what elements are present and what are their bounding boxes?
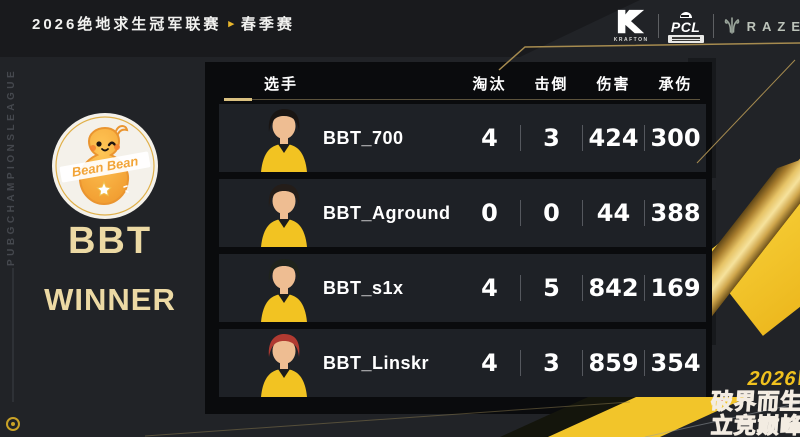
stat-elims: 0: [481, 199, 498, 227]
stat-taken: 300: [650, 124, 701, 152]
stat-damage: 859: [588, 349, 639, 377]
player-photo: [261, 259, 307, 322]
stats-panel: 选手 淘汰 击倒 伤害 承伤 BBT_700 4: [205, 62, 712, 414]
team-result: WINNER: [44, 282, 176, 317]
player-name: BBT_Aground: [323, 202, 451, 223]
table-row: BBT_Linskr 4 3 859 354: [219, 329, 706, 397]
helmet-icon: [679, 12, 692, 18]
bean-blush-right: [114, 144, 120, 150]
player-name: BBT_700: [323, 127, 404, 148]
bean-smile: [101, 148, 109, 152]
event-slogan: 2026 破界而生 立竞巅峰: [710, 368, 800, 437]
target-dot-icon: [11, 422, 15, 426]
stat-damage: 842: [588, 274, 639, 302]
stat-taken: 169: [650, 274, 701, 302]
pcl-logo: PCL: [667, 9, 704, 43]
stat-knocks: 0: [543, 199, 560, 227]
razer-snake-icon: [724, 17, 739, 34]
arrow-icon: ▸: [228, 18, 234, 30]
table-row: BBT_700 4 3 424 300: [219, 104, 706, 172]
stat-divider: [582, 200, 583, 226]
stat-damage: 44: [596, 199, 631, 227]
stat-elims: 4: [481, 349, 498, 377]
tournament-title: 2026绝地求生冠军联赛 ▸ 春季赛: [32, 13, 295, 34]
column-header-player: 选手: [264, 75, 299, 93]
stat-divider: [582, 125, 583, 151]
pcl-label: PCL: [670, 19, 701, 35]
column-header-elims: 淘汰: [472, 75, 507, 93]
season-label: 春季赛: [240, 16, 295, 33]
header-underline: [219, 98, 700, 101]
stat-divider: [644, 200, 645, 226]
razer-logo: RAZE: [723, 17, 800, 35]
krafton-label: KRAFTON: [613, 37, 649, 43]
bean-eye-right: [107, 141, 117, 147]
slogan-line-2: 立竞巅峰: [710, 413, 800, 437]
stat-elims: 4: [481, 274, 498, 302]
logo-divider: [657, 14, 659, 38]
league-title: 2026绝地求生冠军联赛: [32, 16, 222, 33]
bean-sprout: [115, 125, 129, 135]
stat-divider: [520, 200, 521, 226]
column-header-knocks: 击倒: [534, 75, 569, 93]
player-name: BBT_Linskr: [323, 352, 430, 373]
stat-knocks: 5: [543, 274, 560, 302]
bean-eye-left: [96, 141, 102, 147]
stat-divider: [520, 350, 521, 376]
badge-star-icon: [96, 180, 112, 197]
player-photo: [261, 109, 307, 172]
table-header: 选手 淘汰 击倒 伤害 承伤: [219, 70, 706, 96]
bean-blush-left: [90, 145, 96, 151]
stat-elims: 4: [481, 124, 498, 152]
logo-divider: [712, 14, 714, 38]
stat-knocks: 3: [543, 349, 560, 377]
column-header-damage: 伤害: [596, 75, 631, 93]
player-name: BBT_s1x: [323, 277, 404, 298]
stat-divider: [582, 275, 583, 301]
stat-divider: [644, 350, 645, 376]
team-name: BBT: [67, 220, 153, 262]
pcl-caption-box: [667, 35, 704, 43]
vertical-league-text: PUBGCHAMPIONSLEAGUE: [6, 67, 17, 266]
slogan-line-1: 破界而生: [710, 389, 800, 415]
razer-label: RAZE: [746, 18, 800, 34]
krafton-logo: KRAFTON: [614, 9, 649, 43]
target-ring-icon: [6, 417, 20, 431]
stat-damage: 424: [588, 124, 639, 152]
stat-divider: [520, 125, 521, 151]
table-rows: BBT_700 4 3 424 300 BBT_Aground 0: [219, 104, 706, 404]
stat-divider: [520, 275, 521, 301]
stat-taken: 388: [650, 199, 701, 227]
stat-divider: [644, 275, 645, 301]
team-badge: Bean Bean: [52, 113, 158, 219]
table-row: BBT_Aground 0 0 44 388: [219, 179, 706, 247]
badge-gold-ring: [55, 116, 155, 216]
stat-knocks: 3: [543, 124, 560, 152]
player-photo: [261, 184, 307, 247]
player-photo: [261, 334, 307, 397]
slogan-year: 2026: [746, 368, 798, 390]
stat-divider: [644, 125, 645, 151]
stat-taken: 354: [650, 349, 701, 377]
krafton-k-icon: [618, 9, 645, 34]
stat-divider: [582, 350, 583, 376]
table-row: BBT_s1x 4 5 842 169: [219, 254, 706, 322]
badge-sparkle: [123, 185, 129, 193]
sponsor-logos: KRAFTON PCL RAZE: [614, 9, 800, 43]
column-header-taken: 承伤: [658, 75, 693, 93]
